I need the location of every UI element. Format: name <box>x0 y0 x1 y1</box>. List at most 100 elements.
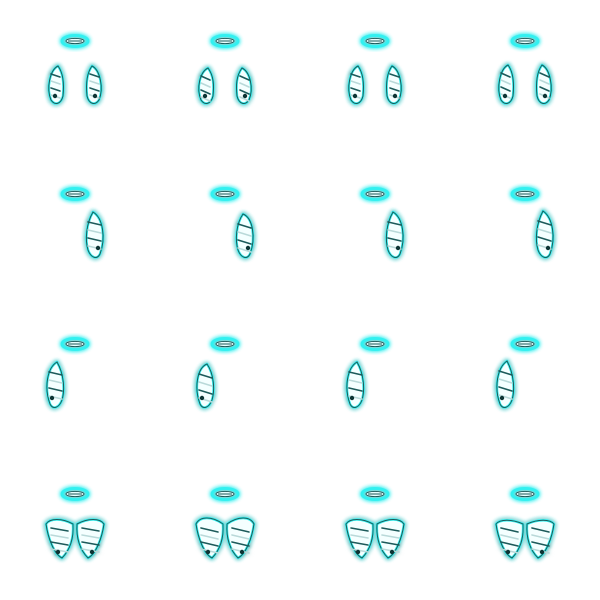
right-wing <box>75 518 106 560</box>
feather-stroke <box>237 231 252 237</box>
feather-stroke <box>348 371 363 376</box>
feather-shadow <box>205 549 211 555</box>
feather-stroke <box>348 387 363 392</box>
feather-stroke <box>237 247 252 253</box>
halo-and-wings-sprite <box>347 34 403 105</box>
feather-stroke <box>50 73 61 78</box>
feather-stroke <box>198 389 213 395</box>
feather-stroke <box>198 381 213 387</box>
halo-icon <box>510 34 540 48</box>
feather-stroke <box>539 86 550 92</box>
halo-and-wings-sprite <box>197 34 253 105</box>
feather-stroke <box>48 387 63 392</box>
halo-icon <box>210 337 240 351</box>
sprite-frame-left-4 <box>450 300 600 450</box>
left-wing <box>194 516 225 560</box>
feather-stroke <box>531 541 550 547</box>
halo-icon <box>60 34 90 48</box>
halo-icon <box>510 487 540 501</box>
feather-stroke <box>350 541 369 546</box>
feather-stroke <box>50 527 69 532</box>
sprite-frame-right-3 <box>300 150 450 300</box>
feather-shadow <box>202 93 208 99</box>
feather-shadow <box>49 395 55 401</box>
feather-shadow <box>242 93 248 99</box>
feather-stroke <box>239 96 250 102</box>
sprite-frame-back-4 <box>450 450 600 600</box>
right-wing <box>535 63 553 105</box>
left-wing <box>497 63 515 105</box>
feather-stroke <box>531 527 550 533</box>
feather-shadow <box>539 549 545 555</box>
feather-stroke <box>87 229 102 234</box>
single-wing <box>195 362 215 409</box>
feather-stroke <box>500 534 519 540</box>
single-wing <box>385 210 405 259</box>
feather-stroke <box>350 87 361 92</box>
left-wing <box>347 64 365 105</box>
feather-stroke <box>81 527 100 532</box>
sprite-frame-left-1 <box>0 300 150 450</box>
feather-stroke <box>50 87 61 92</box>
single-wing <box>495 359 515 409</box>
right-wing <box>225 516 256 560</box>
left-wing <box>197 66 215 105</box>
feather-stroke <box>389 87 400 92</box>
feather-stroke <box>48 371 63 376</box>
halo-and-wings-sprite <box>195 337 240 409</box>
feather-stroke <box>500 72 511 78</box>
feather-stroke <box>48 379 63 384</box>
feather-stroke <box>89 73 100 78</box>
feather-stroke <box>500 79 511 85</box>
feather-stroke <box>89 87 100 92</box>
halo-and-wings-sprite <box>210 187 255 259</box>
halo-and-wings-sprite <box>494 487 556 560</box>
single-wing <box>45 360 65 409</box>
halo-and-wings-sprite <box>360 187 405 259</box>
feather-stroke <box>387 221 402 226</box>
feather-stroke <box>239 82 250 88</box>
sprite-frame-front-3 <box>300 0 450 150</box>
halo-and-wings-sprite <box>47 34 103 105</box>
sprite-frame-front-1 <box>0 0 150 150</box>
feather-stroke <box>237 239 252 245</box>
feather-stroke <box>200 82 211 88</box>
halo-and-wings-sprite <box>344 487 406 560</box>
feather-stroke <box>537 220 552 226</box>
feather-stroke <box>81 541 100 546</box>
halo-and-wings-sprite <box>497 34 553 105</box>
feather-stroke <box>50 541 69 546</box>
feather-stroke <box>537 228 552 234</box>
feather-stroke <box>200 96 211 102</box>
feather-shadow <box>55 549 61 555</box>
feather-stroke <box>200 534 219 540</box>
feather-stroke <box>498 386 513 392</box>
feather-stroke <box>89 80 100 85</box>
halo-icon <box>360 34 390 48</box>
feather-stroke <box>239 89 250 95</box>
feather-shadow <box>352 93 358 99</box>
feather-stroke <box>350 73 361 78</box>
sprite-frame-left-2 <box>150 300 300 450</box>
left-wing <box>44 518 75 560</box>
halo-icon <box>60 337 90 351</box>
halo-icon <box>360 187 390 201</box>
single-wing <box>85 210 105 259</box>
right-wing <box>385 64 403 105</box>
right-wing <box>375 518 406 560</box>
halo-and-wings-sprite <box>60 187 105 259</box>
halo-and-wings-sprite <box>44 487 106 560</box>
feather-stroke <box>237 223 252 229</box>
right-wing <box>235 66 253 105</box>
feather-shadow <box>502 93 508 99</box>
feather-shadow <box>542 93 548 99</box>
feather-stroke <box>231 541 250 547</box>
feather-stroke <box>231 527 250 533</box>
feather-stroke <box>87 221 102 226</box>
feather-stroke <box>498 370 513 376</box>
left-wing <box>344 518 375 560</box>
feather-shadow <box>95 245 101 251</box>
feather-stroke <box>348 379 363 384</box>
single-wing <box>535 209 555 259</box>
halo-and-wings-sprite <box>194 487 256 560</box>
